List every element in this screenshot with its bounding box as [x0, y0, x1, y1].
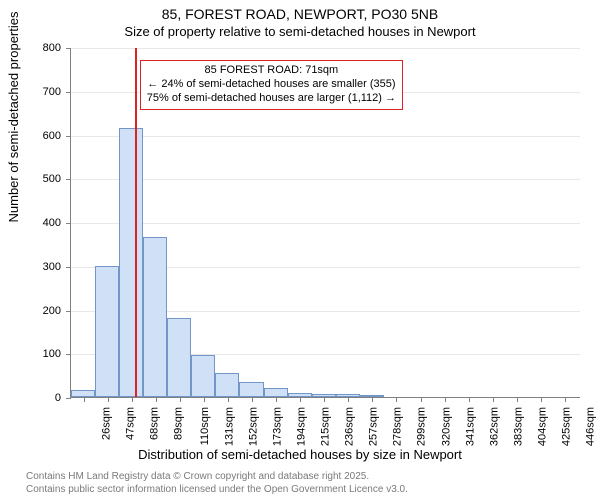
grid-line — [71, 223, 580, 224]
x-tick-label: 89sqm — [172, 407, 184, 440]
histogram-bar — [167, 318, 191, 397]
annotation-line-3: 75% of semi-detached houses are larger (… — [147, 92, 396, 106]
y-tick-label: 100 — [43, 348, 61, 360]
x-tick-mark — [180, 397, 181, 402]
histogram-bar — [215, 373, 239, 397]
attribution-text: Contains HM Land Registry data © Crown c… — [26, 471, 408, 496]
y-tick-mark — [66, 398, 71, 399]
x-tick-label: 320sqm — [440, 407, 452, 446]
y-tick-label: 300 — [43, 261, 61, 273]
y-tick-label: 0 — [55, 392, 61, 404]
x-tick-mark — [84, 397, 85, 402]
y-tick-mark — [66, 92, 71, 93]
annotation-line-1: 85 FOREST ROAD: 71sqm — [147, 64, 396, 78]
x-tick-label: 257sqm — [368, 407, 380, 446]
x-axis-label: Distribution of semi-detached houses by … — [0, 447, 600, 462]
y-tick-label: 200 — [43, 305, 61, 317]
annotation-line-2: ← 24% of semi-detached houses are smalle… — [147, 78, 396, 92]
x-tick-label: 404sqm — [536, 407, 548, 446]
histogram-bar — [143, 237, 167, 397]
x-tick-label: 383sqm — [512, 407, 524, 446]
x-tick-mark — [228, 397, 229, 402]
x-tick-mark — [300, 397, 301, 402]
x-tick-mark — [396, 397, 397, 402]
x-tick-mark — [276, 397, 277, 402]
x-tick-mark — [108, 397, 109, 402]
chart-title-line2: Size of property relative to semi-detach… — [0, 24, 600, 40]
y-tick-mark — [66, 267, 71, 268]
grid-line — [71, 48, 580, 49]
x-tick-mark — [469, 397, 470, 402]
chart-title-block: 85, FOREST ROAD, NEWPORT, PO30 5NB Size … — [0, 6, 600, 40]
x-tick-mark — [493, 397, 494, 402]
x-tick-mark — [252, 397, 253, 402]
x-tick-label: 68sqm — [148, 407, 160, 440]
y-tick-label: 400 — [43, 217, 61, 229]
x-tick-mark — [517, 397, 518, 402]
y-tick-label: 600 — [43, 130, 61, 142]
grid-line — [71, 179, 580, 180]
x-tick-mark — [421, 397, 422, 402]
plot-area: 010020030040050060070080026sqm47sqm68sqm… — [70, 48, 580, 398]
x-tick-label: 194sqm — [296, 407, 308, 446]
y-tick-label: 700 — [43, 86, 61, 98]
x-tick-label: 131sqm — [224, 407, 236, 446]
x-tick-label: 47sqm — [124, 407, 136, 440]
grid-line — [71, 136, 580, 137]
chart-title-line1: 85, FOREST ROAD, NEWPORT, PO30 5NB — [0, 6, 600, 24]
x-tick-mark — [541, 397, 542, 402]
histogram-bar — [191, 355, 215, 397]
histogram-bar — [119, 128, 143, 397]
x-tick-label: 341sqm — [464, 407, 476, 446]
y-tick-mark — [66, 223, 71, 224]
x-tick-mark — [204, 397, 205, 402]
property-size-histogram: 85, FOREST ROAD, NEWPORT, PO30 5NB Size … — [0, 0, 600, 500]
x-tick-mark — [324, 397, 325, 402]
x-tick-mark — [565, 397, 566, 402]
x-tick-label: 236sqm — [344, 407, 356, 446]
x-tick-mark — [348, 397, 349, 402]
y-axis-label: Number of semi-detached properties — [6, 12, 21, 223]
y-tick-mark — [66, 136, 71, 137]
annotation-box: 85 FOREST ROAD: 71sqm← 24% of semi-detac… — [140, 60, 403, 109]
histogram-bar — [239, 382, 263, 397]
x-tick-mark — [132, 397, 133, 402]
x-tick-label: 173sqm — [272, 407, 284, 446]
y-tick-label: 800 — [43, 42, 61, 54]
y-tick-mark — [66, 179, 71, 180]
x-tick-label: 362sqm — [488, 407, 500, 446]
histogram-bar — [95, 266, 119, 397]
attribution-line2: Contains public sector information licen… — [26, 484, 408, 497]
x-tick-mark — [445, 397, 446, 402]
x-tick-label: 26sqm — [100, 407, 112, 440]
x-tick-label: 215sqm — [320, 407, 332, 446]
histogram-bar — [264, 388, 288, 397]
x-tick-label: 425sqm — [560, 407, 572, 446]
y-tick-label: 500 — [43, 173, 61, 185]
x-tick-mark — [372, 397, 373, 402]
x-tick-label: 152sqm — [248, 407, 260, 446]
y-tick-mark — [66, 48, 71, 49]
attribution-line1: Contains HM Land Registry data © Crown c… — [26, 471, 408, 484]
x-tick-label: 278sqm — [392, 407, 404, 446]
property-marker-line — [135, 48, 137, 397]
x-tick-mark — [156, 397, 157, 402]
y-tick-mark — [66, 354, 71, 355]
x-tick-label: 110sqm — [199, 407, 211, 445]
x-tick-label: 446sqm — [585, 407, 597, 446]
x-tick-label: 299sqm — [416, 407, 428, 446]
y-tick-mark — [66, 311, 71, 312]
